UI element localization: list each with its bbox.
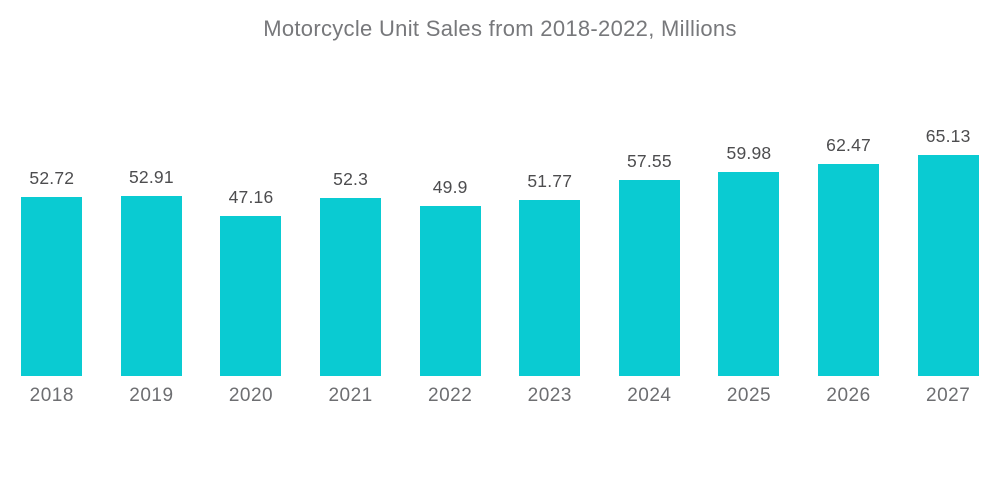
bar-value-label: 57.55 [626,151,672,172]
x-axis-tick-label: 2023 [527,385,572,406]
bar [320,198,382,376]
bar-value-label: 52.91 [128,167,174,188]
x-axis-tick-label: 2019 [129,385,174,406]
chart-title: Motorcycle Unit Sales from 2018-2022, Mi… [263,16,737,41]
bar [519,199,581,376]
bar [21,196,83,376]
bar [419,206,481,376]
bar [718,172,780,376]
bar-column: 65.13 2027 [898,0,998,410]
x-axis-tick-label: 2018 [29,385,74,406]
bar-column: 49.9 2022 [400,0,500,410]
bar-value-label: 49.9 [432,177,468,198]
bar-column: 52.91 2019 [102,0,202,410]
x-axis-tick-label: 2021 [328,385,373,406]
bar-value-label: 59.98 [726,143,772,164]
bar-value-label: 52.72 [29,167,75,188]
x-axis-tick-label: 2024 [627,385,672,406]
bar-column: 52.3 2021 [301,0,401,410]
bar-column: 52.72 2018 [2,0,102,410]
bar-value-label: 62.47 [826,134,871,155]
bar-column: 47.16 2020 [201,0,301,410]
bar-column: 59.98 2025 [699,0,799,410]
bar [618,180,680,376]
bar-column: 62.47 2026 [799,0,899,410]
bar-value-label: 47.16 [228,186,274,207]
bar-chart: 52.72 2018 52.91 2019 47.16 2020 52.3 2021 49.9 2… [2,0,998,410]
bar [120,196,182,376]
x-axis-tick-label: 2025 [726,385,772,406]
bar [220,215,282,376]
x-axis-tick-label: 2026 [826,385,871,406]
bar [818,163,880,376]
bar-value-label: 52.3 [333,169,369,190]
bar-column: 51.77 2023 [500,0,600,410]
x-axis-tick-label: 2020 [228,385,274,406]
bar-value-label: 51.77 [527,170,573,191]
bar-column: 57.55 2024 [600,0,700,410]
x-axis-tick-label: 2027 [926,385,971,406]
bar-value-label: 65.13 [925,125,971,146]
bar [917,154,979,376]
x-axis-tick-label: 2022 [428,385,473,406]
